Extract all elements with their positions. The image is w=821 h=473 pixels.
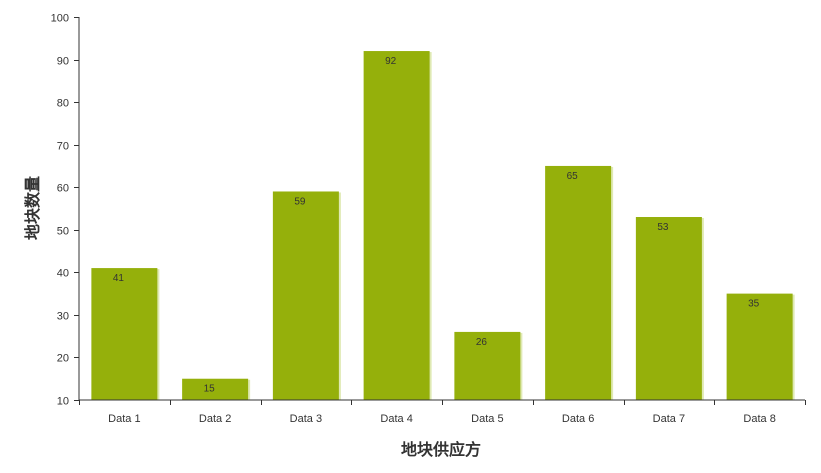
y-tick-label: 100	[51, 13, 69, 25]
bars-layer	[91, 51, 795, 401]
data-label: 26	[476, 337, 488, 348]
data-label: 35	[748, 299, 760, 310]
x-tick-label: Data 5	[471, 413, 503, 425]
y-tick-label: 70	[57, 141, 69, 153]
data-label: 53	[657, 222, 669, 233]
data-label: 59	[294, 196, 306, 207]
y-tick-label: 30	[57, 311, 69, 323]
data-label: 41	[113, 273, 125, 284]
x-tick-label: Data 7	[653, 413, 685, 425]
bar-data-2	[182, 378, 249, 400]
y-axis-title: 地块数量	[23, 176, 42, 240]
labels-layer: 41 15 59 92 26 65 53 35	[113, 56, 760, 395]
y-tick-label: 90	[57, 56, 69, 68]
x-axis-title: 地块供应方	[401, 440, 481, 459]
data-label: 92	[385, 56, 397, 67]
bar-data-3	[272, 191, 339, 400]
data-label: 65	[567, 171, 579, 182]
y-tick-label: 50	[57, 226, 69, 238]
bar-data-5	[454, 331, 521, 400]
data-label: 15	[204, 384, 216, 395]
x-tick-label: Data 8	[743, 413, 775, 425]
bar-data-1	[91, 268, 158, 400]
x-tick-label: Data 6	[562, 413, 594, 425]
bar-data-7	[635, 217, 702, 400]
x-tick-label: Data 2	[199, 413, 231, 425]
x-tick-label: Data 1	[108, 413, 140, 425]
bar-data-8	[726, 293, 793, 400]
y-tick-label: 10	[57, 396, 69, 408]
y-tick-label: 20	[57, 353, 69, 365]
x-tick-label: Data 4	[380, 413, 412, 425]
bar-data-4	[363, 51, 430, 401]
x-tick-label: Data 3	[290, 413, 322, 425]
axes-layer: 10 20 30 40 50 60 70 80 90 100 Data 1 Data 2 Data 3 D…	[51, 13, 806, 425]
y-tick-label: 80	[57, 98, 69, 110]
y-tick-label: 60	[57, 183, 69, 195]
y-tick-label: 40	[57, 268, 69, 280]
bar-data-6	[545, 165, 612, 400]
